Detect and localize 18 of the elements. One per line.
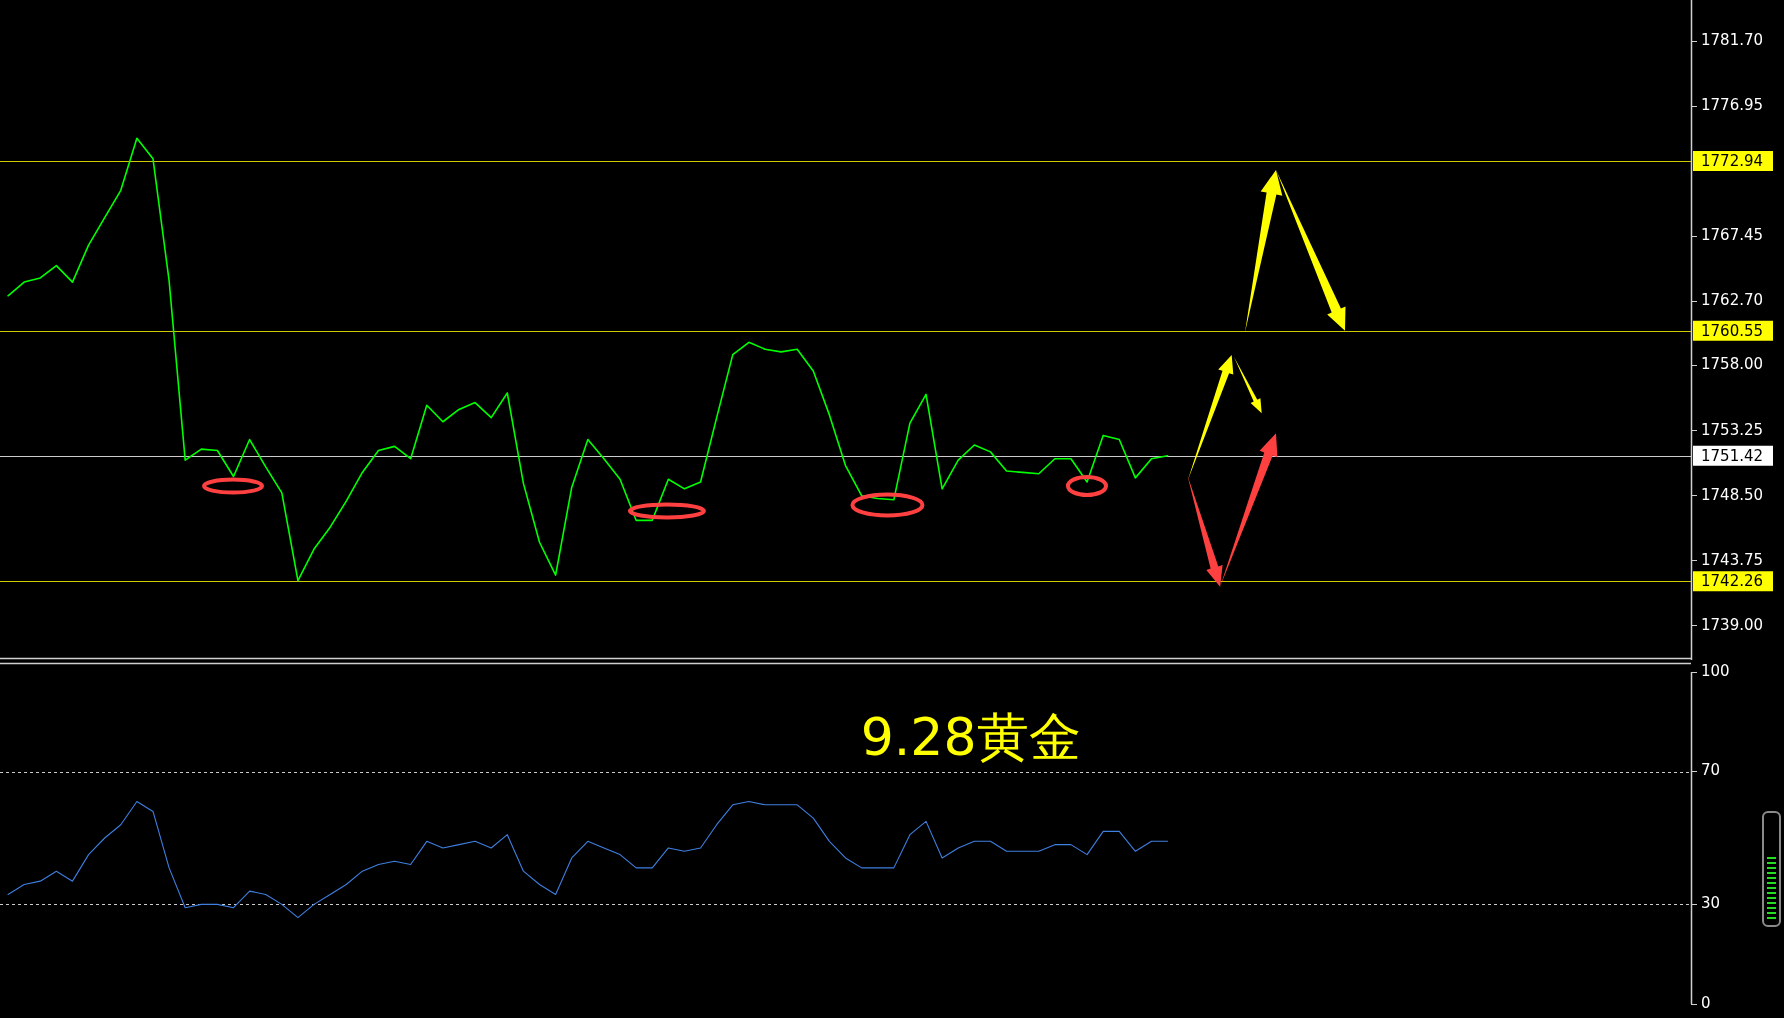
y-tick-label: 1776.95 [1701,96,1764,115]
y-tick-label: 1781.70 [1701,30,1764,49]
y-tick-label: 0 [1701,993,1711,1012]
y-tick-label: 1743.75 [1701,550,1764,569]
ref-line-label: 1772.94 [1701,151,1764,170]
y-tick-label: 1748.50 [1701,485,1764,504]
annotation: 9.28黄金 [860,707,1081,768]
y-tick-label: 1739.00 [1701,615,1764,634]
y-tick-label: 1767.45 [1701,226,1764,245]
y-tick-label: 100 [1701,661,1730,680]
y-tick-label: 30 [1701,894,1721,913]
ref-line-label: 1760.55 [1701,321,1764,340]
ref-line-label: 1742.26 [1701,572,1764,591]
y-tick-label: 1758.00 [1701,355,1764,374]
y-tick-label: 1762.70 [1701,291,1764,310]
ref-line-label: 1751.42 [1701,446,1764,465]
y-tick-label: 1753.25 [1701,420,1764,439]
y-tick-label: 70 [1701,761,1721,780]
